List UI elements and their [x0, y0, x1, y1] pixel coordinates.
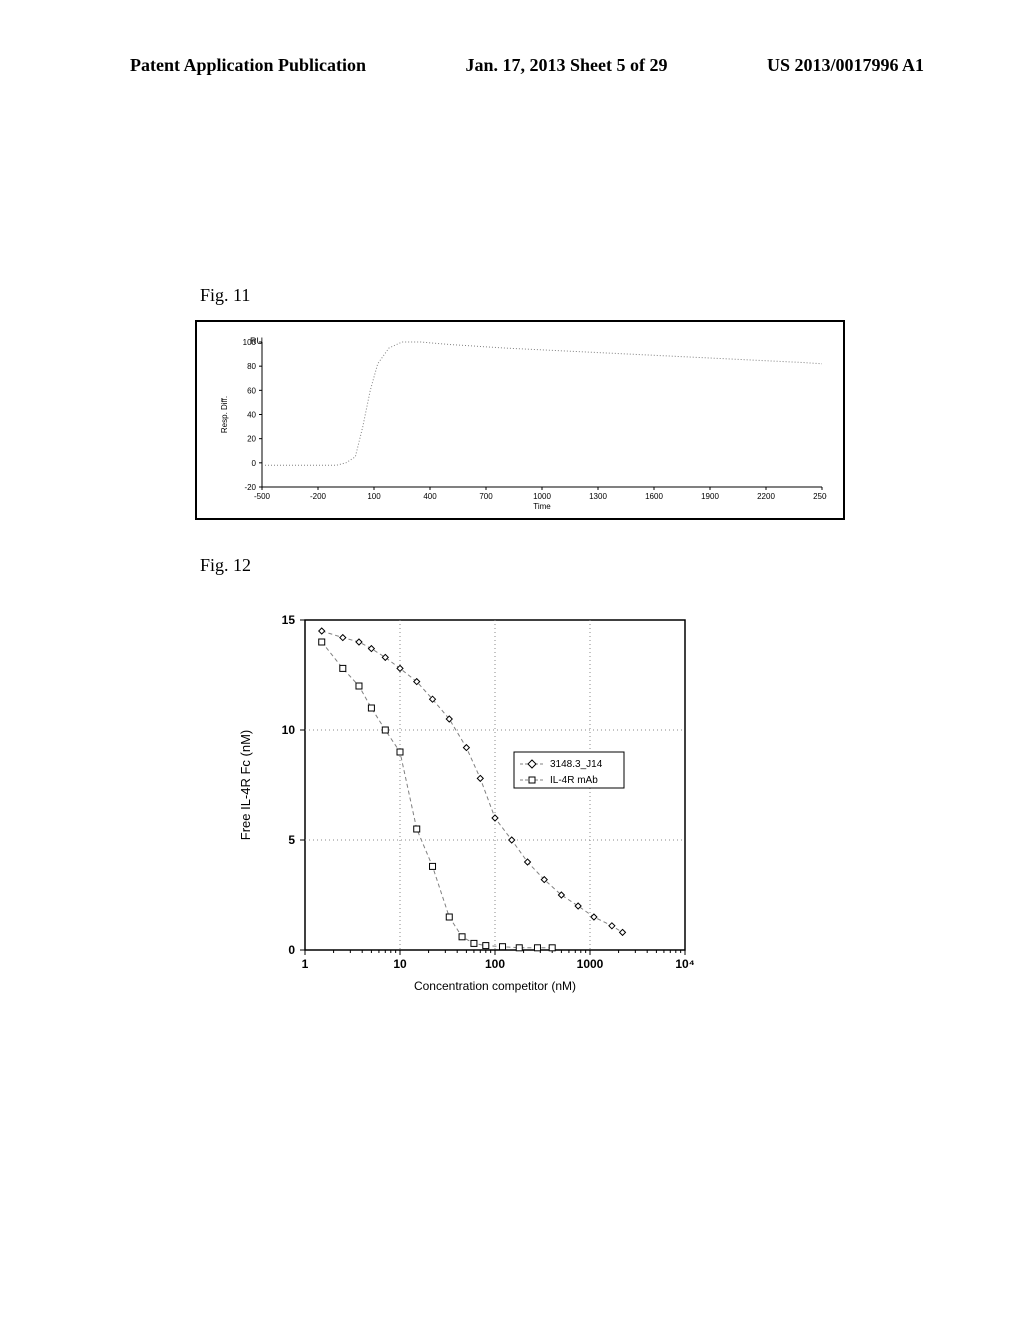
- svg-text:60: 60: [247, 386, 256, 395]
- svg-text:10⁴: 10⁴: [675, 957, 694, 971]
- svg-text:IL-4R mAb: IL-4R mAb: [550, 775, 598, 786]
- svg-text:3148.3_J14: 3148.3_J14: [550, 759, 603, 770]
- svg-text:20: 20: [247, 435, 256, 444]
- svg-text:400: 400: [423, 492, 437, 501]
- svg-text:40: 40: [247, 411, 256, 420]
- svg-text:-200: -200: [310, 492, 327, 501]
- svg-text:80: 80: [247, 362, 256, 371]
- svg-text:100: 100: [367, 492, 381, 501]
- svg-text:15: 15: [282, 613, 296, 627]
- svg-text:0: 0: [288, 943, 295, 957]
- svg-text:100: 100: [243, 338, 257, 347]
- svg-text:700: 700: [479, 492, 493, 501]
- fig11-chart: RU-20020406080100-500-200100400700100013…: [195, 320, 845, 520]
- svg-text:1000: 1000: [533, 492, 551, 501]
- svg-text:1: 1: [302, 957, 309, 971]
- svg-text:2200: 2200: [757, 492, 775, 501]
- svg-text:1000: 1000: [577, 957, 604, 971]
- fig12-chart: 1 10 100 1000 10⁴ 0 5 10 15 Free IL-4R Fc (nM) Con…: [215, 600, 715, 1000]
- header-center: Jan. 17, 2013 Sheet 5 of 29: [466, 55, 668, 76]
- svg-text:-20: -20: [244, 483, 256, 492]
- svg-text:2500: 2500: [813, 492, 827, 501]
- fig12-caption: Fig. 12: [200, 555, 251, 576]
- header-left: Patent Application Publication: [130, 55, 366, 76]
- svg-text:Concentration competitor (nM): Concentration competitor (nM): [414, 979, 576, 993]
- svg-text:100: 100: [485, 957, 505, 971]
- svg-text:10: 10: [282, 723, 296, 737]
- svg-text:1900: 1900: [701, 492, 719, 501]
- svg-text:1300: 1300: [589, 492, 607, 501]
- fig11-svg: RU-20020406080100-500-200100400700100013…: [217, 332, 827, 512]
- header-right: US 2013/0017996 A1: [767, 55, 924, 76]
- fig11-caption: Fig. 11: [200, 285, 250, 306]
- page-header: Patent Application Publication Jan. 17, …: [0, 55, 1024, 76]
- svg-text:Free IL-4R Fc (nM): Free IL-4R Fc (nM): [238, 730, 253, 841]
- svg-text:Resp. Diff.: Resp. Diff.: [220, 396, 229, 433]
- fig12-svg: 1 10 100 1000 10⁴ 0 5 10 15 Free IL-4R Fc (nM) Con…: [215, 600, 715, 1000]
- svg-text:Time: Time: [533, 502, 551, 511]
- svg-text:0: 0: [252, 459, 257, 468]
- svg-text:-500: -500: [254, 492, 271, 501]
- svg-text:5: 5: [288, 833, 295, 847]
- svg-text:1600: 1600: [645, 492, 663, 501]
- svg-text:10: 10: [393, 957, 407, 971]
